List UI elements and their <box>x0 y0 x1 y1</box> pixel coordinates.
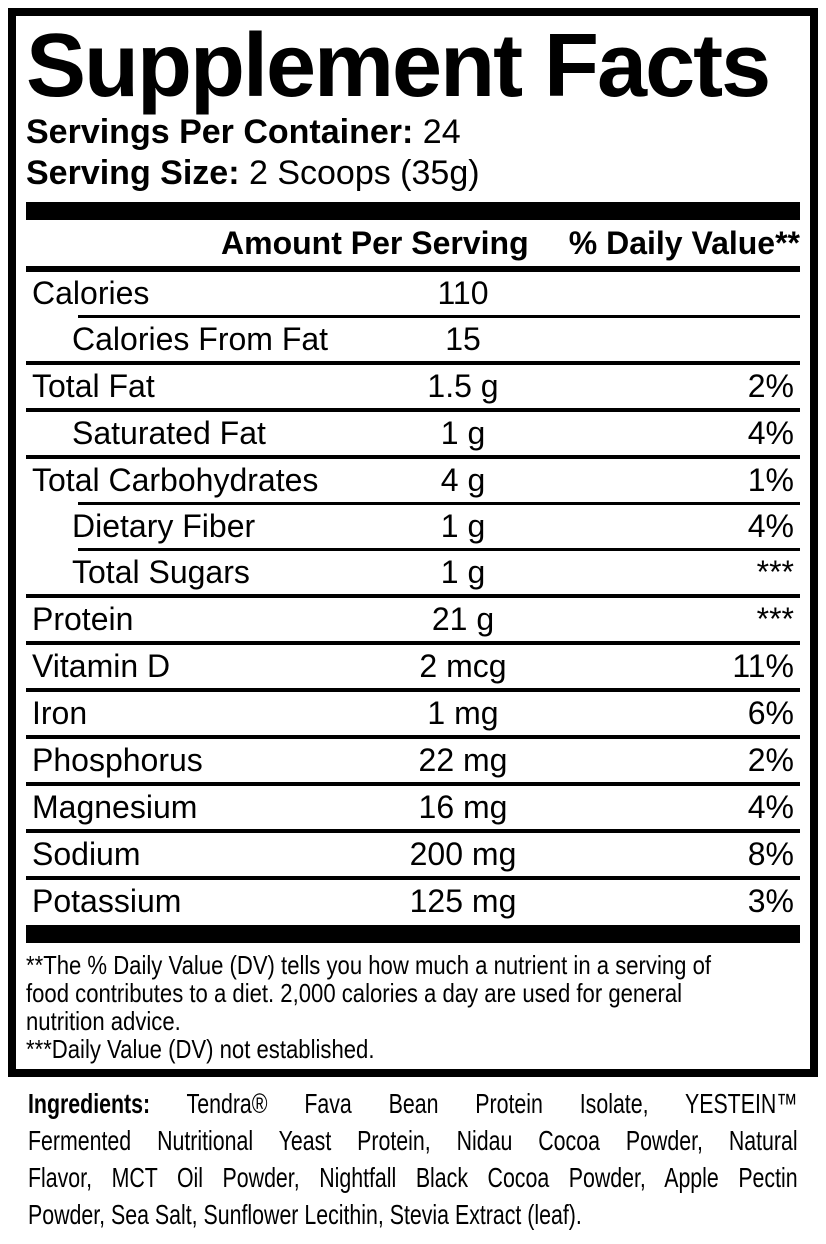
facts-title: Supplement Facts <box>26 16 771 116</box>
amount-value: 4 g <box>440 462 486 498</box>
amount-value: 21 g <box>431 601 495 637</box>
amount-value: 200 mg <box>409 836 517 872</box>
separator-line <box>26 594 800 598</box>
separator-line <box>78 315 800 318</box>
daily-value: 2% <box>747 742 794 778</box>
daily-value-header: % Daily Value** <box>568 224 800 261</box>
servings-per-container-value: 24 <box>422 113 461 151</box>
row-calories: Calories 110 <box>26 272 800 315</box>
supplement-facts-panel: Supplement Facts Servings Per Container:… <box>8 8 818 1077</box>
row-total-sugars: Total Sugars 1 g *** <box>26 551 800 594</box>
daily-value: *** <box>756 554 794 590</box>
ingredients-line-4: Powder, Sea Salt, Sunflower Lecithin, St… <box>28 1199 582 1230</box>
separator-line <box>26 782 800 786</box>
footnote-dv-definition-line2: food contributes to a diet. 2,000 calori… <box>26 978 683 1008</box>
thick-rule-top <box>26 202 800 220</box>
amount-value: 1 g <box>440 415 486 451</box>
row-potassium: Potassium 125 mg 3% <box>26 880 800 923</box>
row-calories-from-fat: Calories From Fat 15 <box>26 318 800 361</box>
nutrient-label: Protein <box>32 601 134 637</box>
daily-value: 11% <box>732 648 794 684</box>
ingredients-line-1: Ingredients: Tendra® Fava Bean Protein I… <box>28 1085 798 1122</box>
row-iron: Iron 1 mg 6% <box>26 692 800 735</box>
thick-rule-bottom <box>26 925 800 943</box>
daily-value: *** <box>756 601 794 637</box>
amount-value: 1 g <box>440 508 486 544</box>
ingredients-line-1-text: Tendra® Fava Bean Protein Isolate, YESTE… <box>186 1088 798 1119</box>
row-total-carbohydrates: Total Carbohydrates 4 g 1% <box>26 459 800 502</box>
nutrient-label: Total Fat <box>32 368 155 404</box>
separator-line <box>26 641 800 645</box>
daily-value: 4% <box>747 789 794 825</box>
row-total-fat: Total Fat 1.5 g 2% <box>26 365 800 408</box>
daily-value: 6% <box>747 695 794 731</box>
nutrient-label: Vitamin D <box>32 648 171 684</box>
amount-per-serving-header: Amount Per Serving <box>221 224 529 261</box>
nutrient-label: Dietary Fiber <box>72 508 256 544</box>
separator-line <box>26 361 800 365</box>
ingredients-line-2: Fermented Nutritional Yeast Protein, Nid… <box>28 1125 798 1156</box>
footnote-not-established: ***Daily Value (DV) not established. <box>26 1034 375 1064</box>
separator-line <box>26 408 800 412</box>
amount-value: 1 g <box>440 554 486 590</box>
separator-line <box>78 502 800 505</box>
nutrient-label: Saturated Fat <box>72 415 266 451</box>
separator-line <box>26 735 800 739</box>
separator-line <box>26 876 800 880</box>
nutrient-label: Calories <box>32 275 150 311</box>
daily-value: 8% <box>747 836 794 872</box>
footnote-dv-definition-line1: **The % Daily Value (DV) tells you how m… <box>26 950 712 980</box>
serving-size-label: Serving Size: <box>26 154 240 192</box>
nutrient-label: Phosphorus <box>32 742 203 778</box>
daily-value: 4% <box>747 508 794 544</box>
amount-value: 16 mg <box>418 789 508 825</box>
row-protein: Protein 21 g *** <box>26 598 800 641</box>
amount-value: 15 <box>445 321 481 357</box>
row-saturated-fat: Saturated Fat 1 g 4% <box>26 412 800 455</box>
separator-line <box>26 455 800 459</box>
serving-size: Serving Size: 2 Scoops (35g) <box>26 153 800 194</box>
column-header-row: Amount Per Serving % Daily Value** <box>26 220 800 266</box>
daily-value: 1% <box>747 462 794 498</box>
amount-value: 110 <box>437 275 489 311</box>
row-vitamin-d: Vitamin D 2 mcg 11% <box>26 645 800 688</box>
nutrient-label: Calories From Fat <box>72 321 329 357</box>
daily-value: 2% <box>747 368 794 404</box>
header-rule <box>26 266 800 272</box>
daily-value: 3% <box>747 883 794 919</box>
nutrient-label: Iron <box>32 695 88 731</box>
amount-value: 125 mg <box>409 883 517 919</box>
footnote-dv-definition-line3: nutrition advice. <box>26 1006 181 1036</box>
nutrient-label: Total Carbohydrates <box>32 462 319 498</box>
ingredients-label: Ingredients: <box>28 1088 151 1119</box>
ingredients-section: Ingredients: Tendra® Fava Bean Protein I… <box>0 1077 826 1233</box>
nutrient-label: Sodium <box>32 836 141 872</box>
servings-per-container: Servings Per Container: 24 <box>26 112 800 153</box>
footnotes: **The % Daily Value (DV) tells you how m… <box>26 943 800 1063</box>
row-phosphorus: Phosphorus 22 mg 2% <box>26 739 800 782</box>
amount-value: 22 mg <box>418 742 508 778</box>
row-sodium: Sodium 200 mg 8% <box>26 833 800 876</box>
amount-value: 2 mcg <box>419 648 507 684</box>
separator-line <box>26 829 800 833</box>
nutrient-label: Magnesium <box>32 789 198 825</box>
nutrient-label: Potassium <box>32 883 182 919</box>
separator-line <box>26 688 800 692</box>
ingredients-line-3: Flavor, MCT Oil Powder, Nightfall Black … <box>28 1162 798 1193</box>
row-dietary-fiber: Dietary Fiber 1 g 4% <box>26 505 800 548</box>
nutrient-label: Total Sugars <box>72 554 250 590</box>
amount-value: 1 mg <box>427 695 499 731</box>
serving-size-value: 2 Scoops (35g) <box>248 154 480 192</box>
row-magnesium: Magnesium 16 mg 4% <box>26 786 800 829</box>
daily-value: 4% <box>747 415 794 451</box>
separator-line <box>78 548 800 551</box>
servings-per-container-label: Servings Per Container: <box>26 113 414 151</box>
amount-value: 1.5 g <box>427 368 499 404</box>
